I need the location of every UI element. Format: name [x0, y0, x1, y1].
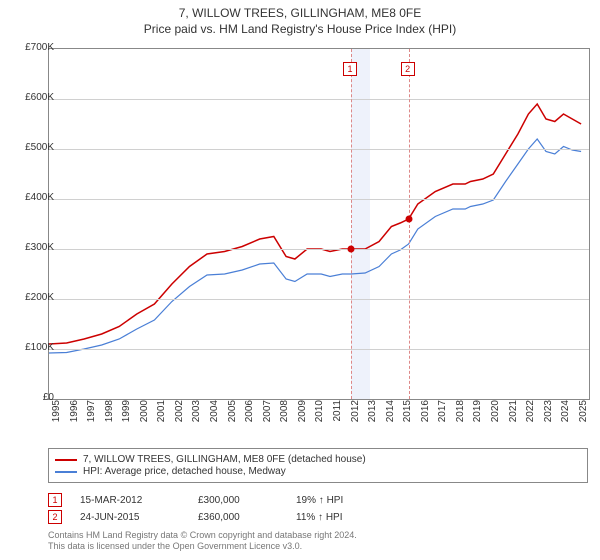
plot-area	[48, 48, 590, 400]
x-axis-label: 1995	[51, 400, 62, 430]
x-axis-label: 2009	[297, 400, 308, 430]
x-axis-label: 2015	[402, 400, 413, 430]
sale-marker-icon: 2	[48, 510, 62, 524]
y-axis-label: £400K	[12, 192, 54, 203]
x-axis-label: 2014	[385, 400, 396, 430]
y-axis-label: £700K	[12, 42, 54, 53]
y-axis-label: £600K	[12, 92, 54, 103]
legend-swatch-icon	[55, 459, 77, 461]
y-axis-label: £0	[12, 392, 54, 403]
sale-marker-icon: 2	[401, 62, 415, 76]
x-axis-label: 2023	[543, 400, 554, 430]
sales-table: 1 15-MAR-2012 £300,000 19% ↑ HPI 2 24-JU…	[48, 490, 588, 527]
x-axis-label: 2021	[508, 400, 519, 430]
y-axis-label: £100K	[12, 342, 54, 353]
x-axis-label: 2024	[560, 400, 571, 430]
series-hpi	[49, 139, 581, 353]
x-axis-label: 2007	[262, 400, 273, 430]
sale-diff: 11% ↑ HPI	[296, 512, 396, 523]
x-axis-label: 2010	[314, 400, 325, 430]
sale-point-icon	[405, 216, 412, 223]
series-property	[49, 104, 581, 344]
x-axis-label: 2006	[244, 400, 255, 430]
sale-marker-icon: 1	[343, 62, 357, 76]
x-axis-label: 2008	[279, 400, 290, 430]
x-axis-label: 1996	[69, 400, 80, 430]
sale-diff: 19% ↑ HPI	[296, 495, 396, 506]
x-axis-label: 2013	[367, 400, 378, 430]
x-axis-label: 2016	[420, 400, 431, 430]
sale-point-icon	[348, 246, 355, 253]
y-axis-label: £300K	[12, 242, 54, 253]
sale-date: 15-MAR-2012	[80, 495, 180, 506]
footer-line: Contains HM Land Registry data © Crown c…	[48, 530, 588, 541]
x-axis-label: 2017	[437, 400, 448, 430]
x-axis-label: 2025	[578, 400, 589, 430]
x-axis-label: 2005	[227, 400, 238, 430]
x-axis-label: 2000	[139, 400, 150, 430]
legend-item: HPI: Average price, detached house, Medw…	[55, 466, 581, 477]
x-axis-label: 2020	[490, 400, 501, 430]
legend-label: 7, WILLOW TREES, GILLINGHAM, ME8 0FE (de…	[83, 454, 366, 465]
sale-marker-icon: 1	[48, 493, 62, 507]
sale-date: 24-JUN-2015	[80, 512, 180, 523]
legend-item: 7, WILLOW TREES, GILLINGHAM, ME8 0FE (de…	[55, 454, 581, 465]
x-axis-label: 2018	[455, 400, 466, 430]
title-area: 7, WILLOW TREES, GILLINGHAM, ME8 0FE Pri…	[0, 0, 600, 36]
line-plot-svg	[49, 49, 589, 399]
x-axis-label: 2002	[174, 400, 185, 430]
legend-box: 7, WILLOW TREES, GILLINGHAM, ME8 0FE (de…	[48, 448, 588, 483]
x-axis-label: 2001	[156, 400, 167, 430]
sale-price: £300,000	[198, 495, 278, 506]
y-axis-label: £500K	[12, 142, 54, 153]
x-axis-label: 2003	[191, 400, 202, 430]
footer-line: This data is licensed under the Open Gov…	[48, 541, 588, 552]
x-axis-label: 2004	[209, 400, 220, 430]
footer-attribution: Contains HM Land Registry data © Crown c…	[48, 530, 588, 552]
chart-container: 7, WILLOW TREES, GILLINGHAM, ME8 0FE Pri…	[0, 0, 600, 560]
sale-row: 1 15-MAR-2012 £300,000 19% ↑ HPI	[48, 493, 588, 507]
legend-label: HPI: Average price, detached house, Medw…	[83, 466, 286, 477]
x-axis-label: 2019	[472, 400, 483, 430]
x-axis-label: 1997	[86, 400, 97, 430]
y-axis-label: £200K	[12, 292, 54, 303]
x-axis-label: 2022	[525, 400, 536, 430]
x-axis-label: 2012	[350, 400, 361, 430]
chart-title-address: 7, WILLOW TREES, GILLINGHAM, ME8 0FE	[0, 6, 600, 20]
sale-vline	[351, 49, 352, 399]
sale-row: 2 24-JUN-2015 £360,000 11% ↑ HPI	[48, 510, 588, 524]
x-axis-label: 1998	[104, 400, 115, 430]
chart-subtitle: Price paid vs. HM Land Registry's House …	[0, 22, 600, 36]
x-axis-label: 1999	[121, 400, 132, 430]
x-axis-label: 2011	[332, 400, 343, 430]
sale-price: £360,000	[198, 512, 278, 523]
sale-vline	[409, 49, 410, 399]
legend-swatch-icon	[55, 471, 77, 473]
